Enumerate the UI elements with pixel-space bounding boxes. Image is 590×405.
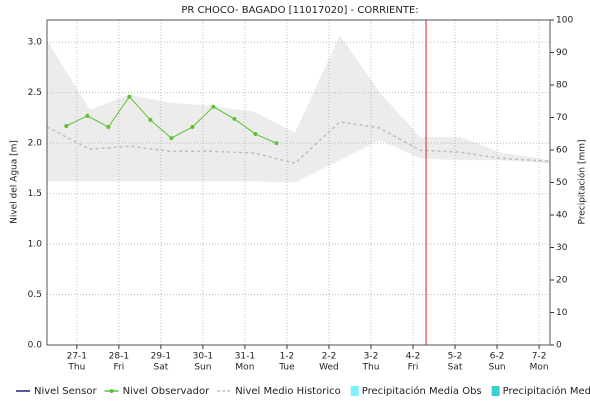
x-tick-label: 6-2 [490,352,505,362]
plot-frame [46,19,551,346]
x-tick-weekday: Thu [67,363,85,373]
point [169,136,174,141]
x-tick-label: 7-2 [532,352,547,362]
point [85,113,90,118]
x-tick-label: 27-1 [67,352,87,362]
y-tick-label: 0.5 [28,290,42,300]
legend-label: Precipitación Media Obs [362,385,482,397]
point [190,124,195,129]
point [148,117,153,122]
legend-label: Precipitación Media Pro [503,385,590,397]
y2-tick-label: 80 [556,81,568,91]
y-axis-label: Nivel del Agua [m] [10,140,20,224]
x-tick-weekday: Fri [113,363,124,373]
x-tick-weekday: Sat [448,363,463,373]
y2-tick-label: 30 [556,243,568,253]
legend-swatch [491,386,500,396]
point [274,141,279,146]
y-tick-label: 1.0 [28,240,43,250]
y2-tick-label: 20 [556,276,568,286]
x-tick-weekday: Mon [235,363,254,373]
y2-axis-label: Precipitación [mm] [577,139,588,224]
y2-tick-label: 60 [556,146,568,156]
legend-dot [109,389,114,393]
y2-tick-label: 70 [556,113,568,123]
legend-label: Nivel Observador [123,386,210,397]
y-tick-label: 2.0 [28,139,43,149]
x-tick-weekday: Wed [319,363,339,373]
chart-title: PR CHOCO- BAGADO [11017020] - CORRIENTE: [181,5,418,16]
point [211,104,216,109]
x-tick-weekday: Tue [278,363,295,373]
point [253,132,258,137]
point [232,116,237,121]
y2-tick-label: 10 [556,308,568,318]
legend-swatch [350,386,359,396]
y2-tick-label: 100 [556,16,573,26]
y2-tick-label: 90 [556,48,568,58]
y2-tick-label: 50 [556,178,568,188]
x-tick-weekday: Thu [362,363,380,373]
x-tick-weekday: Sun [488,363,505,373]
y-tick-label: 0.0 [28,341,43,351]
x-tick-weekday: Mon [530,363,549,373]
y2-tick-label: 0 [556,341,562,351]
x-tick-weekday: Fri [408,363,419,373]
x-tick-label: 28-1 [109,352,129,362]
x-tick-label: 2-2 [322,352,337,362]
y-tick-label: 2.5 [28,88,42,98]
x-tick-label: 3-2 [364,352,379,362]
x-tick-label: 5-2 [448,352,463,362]
point [127,94,132,99]
x-tick-label: 29-1 [151,352,171,362]
point [64,123,69,128]
x-tick-label: 4-2 [406,352,421,362]
point [106,124,111,129]
x-tick-label: 1-2 [280,352,295,362]
x-tick-label: 31-1 [235,352,255,362]
y-tick-label: 3.0 [28,38,43,48]
historic-range [47,35,550,183]
x-tick-weekday: Sun [194,363,211,373]
legend-label: Nivel Medio Historico [235,386,341,397]
y-tick-label: 1.5 [28,189,42,199]
y2-tick-label: 40 [556,211,568,221]
legend-label: Nivel Sensor [34,386,97,397]
x-tick-weekday: Sat [153,363,168,373]
x-tick-label: 30-1 [193,352,213,362]
